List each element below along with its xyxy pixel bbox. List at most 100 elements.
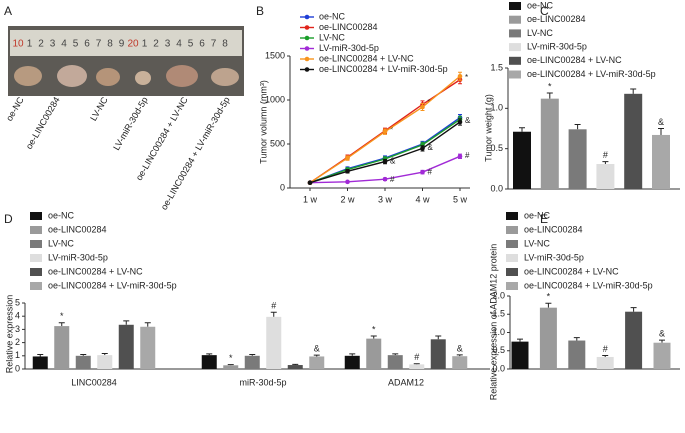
error-bar xyxy=(206,353,213,356)
legend-swatch xyxy=(304,46,310,51)
ruler-number: 1 xyxy=(142,39,148,50)
legend-label: oe-LINC00284 xyxy=(524,224,583,234)
annotation: * xyxy=(465,73,468,82)
bar xyxy=(430,339,446,369)
error-bar xyxy=(659,339,665,343)
error-bar xyxy=(519,127,525,132)
bar xyxy=(309,356,325,369)
error-bar xyxy=(370,335,377,339)
tumor xyxy=(166,65,198,87)
panel-label: E xyxy=(540,212,548,226)
point xyxy=(345,155,350,161)
legend-label: oe-LINC00284 + LV-miR-30d-5p xyxy=(527,69,656,79)
y-tick-label: 0 xyxy=(280,182,285,192)
legend-swatch xyxy=(506,268,518,276)
y-tick-label: 1.5 xyxy=(492,309,505,319)
panel-label: B xyxy=(256,4,264,18)
sample-label: oe-LINC00284 xyxy=(24,95,62,151)
error-bar xyxy=(658,128,664,135)
legend-label: LV-miR-30d-5p xyxy=(524,252,584,262)
ruler-number: 9 xyxy=(119,39,125,50)
point xyxy=(382,129,388,134)
bar xyxy=(223,365,239,369)
x-tick-label: 2 w xyxy=(340,194,355,204)
legend-label: LV-miR-30d-5p xyxy=(48,252,108,262)
y-tick-label: 1000 xyxy=(265,94,285,104)
bar xyxy=(625,311,643,369)
point xyxy=(420,169,425,175)
y-tick-label: 2 xyxy=(15,337,20,347)
photo-panel: A xyxy=(4,4,244,96)
legend-swatch xyxy=(30,226,42,234)
ruler-number: 7 xyxy=(211,39,217,50)
error-bar xyxy=(249,353,256,356)
point xyxy=(382,159,388,164)
panel-label: C xyxy=(540,4,549,18)
bar xyxy=(653,342,671,369)
legend-swatch xyxy=(304,14,310,20)
x-tick-label: miR-30d-5p xyxy=(239,377,286,387)
error-bar xyxy=(630,88,637,94)
bar xyxy=(287,365,303,369)
bar xyxy=(32,356,48,369)
ruler-number: 6 xyxy=(84,39,90,50)
error-bar xyxy=(602,161,609,164)
bar xyxy=(539,307,557,369)
y-tick-label: 500 xyxy=(270,138,285,148)
legend-swatch xyxy=(30,212,42,220)
legend-swatch xyxy=(509,2,521,10)
y-tick-label: 1500 xyxy=(265,50,285,60)
legend-label: oe-LINC00284 xyxy=(48,224,107,234)
annotation: & xyxy=(659,329,665,339)
bar xyxy=(266,316,282,369)
bar xyxy=(511,341,529,369)
y-tick-label: 1.5 xyxy=(490,62,503,72)
point xyxy=(345,179,350,185)
x-tick-label: 4 w xyxy=(415,194,430,204)
annotation: # xyxy=(465,151,470,160)
tumor xyxy=(211,68,239,86)
legend-swatch xyxy=(304,35,310,41)
sample-label: LV-miR-30d-5p xyxy=(111,95,150,152)
bar xyxy=(366,338,382,369)
bar xyxy=(140,326,156,369)
bar xyxy=(75,355,91,369)
legend-label: LV-NC xyxy=(524,238,550,248)
legend-swatch xyxy=(30,240,42,248)
annotation: * xyxy=(390,125,393,134)
error-bar xyxy=(456,354,463,357)
ruler-number: 4 xyxy=(176,39,182,50)
ruler-number: 10 xyxy=(12,39,24,50)
y-axis-label: Tumor weight (g) xyxy=(483,94,493,162)
legend-label: oe-LINC00284 xyxy=(527,14,586,24)
y-tick-label: 5 xyxy=(15,297,20,307)
bar xyxy=(540,98,559,189)
legend-label: LV-NC xyxy=(527,28,553,38)
y-tick-label: 1 xyxy=(15,350,20,360)
legend-swatch xyxy=(506,226,518,234)
bar xyxy=(568,340,586,369)
y-tick-label: 2.0 xyxy=(492,290,505,300)
legend-swatch xyxy=(509,43,521,52)
bar xyxy=(568,129,587,189)
point xyxy=(420,146,425,151)
tumor xyxy=(57,65,87,87)
legend-label: oe-NC xyxy=(527,0,554,10)
annotation: # xyxy=(414,352,419,362)
y-tick-label: 1.0 xyxy=(490,103,503,113)
error-bar xyxy=(546,92,553,99)
tumor xyxy=(135,71,151,85)
legend-label: oe-LINC00284 + LV-miR-30d-5p xyxy=(319,64,448,74)
bar xyxy=(387,355,403,369)
error-bar xyxy=(349,353,356,356)
error-bar xyxy=(602,354,609,357)
bar xyxy=(652,134,670,189)
error-bar xyxy=(517,338,523,342)
point xyxy=(457,119,463,125)
ruler-number: 8 xyxy=(222,39,228,50)
annotation: # xyxy=(603,344,608,354)
bar xyxy=(452,356,468,369)
error-bar xyxy=(101,353,108,356)
x-tick-label: 3 w xyxy=(378,194,393,204)
